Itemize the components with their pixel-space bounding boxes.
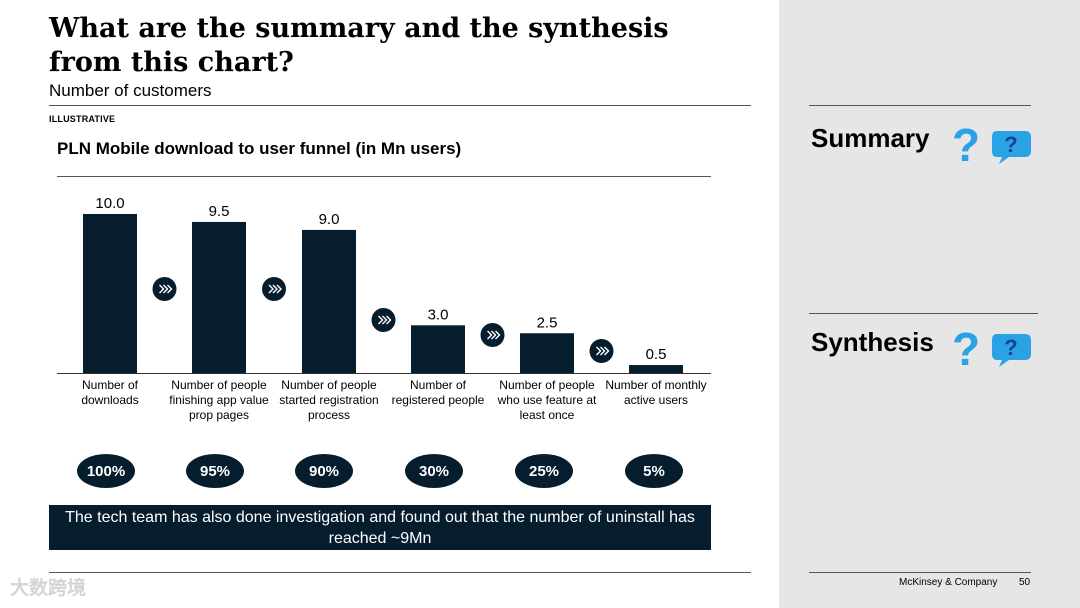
bottom-right-divider [809,572,1031,573]
illustrative-tag: ILLUSTRATIVE [49,114,116,124]
synthesis-heading: Synthesis [811,327,934,357]
right-panel [779,0,1080,608]
right-top-divider [809,105,1031,106]
chevron-arrow-icon-4 [480,323,505,347]
bar-value-label-3: 9.0 [319,211,340,228]
watermark-logo: 大数跨境 [10,573,86,600]
bar-value-label-2: 9.5 [209,203,230,220]
chart-title-divider [57,176,711,177]
watermark-text: 大数跨境 [10,578,87,599]
footer-brand: McKinsey & Company [899,577,998,588]
category-label-1: Number of downloads [81,378,139,407]
category-label-4: Number of registered people [391,378,485,407]
percentage-badge-6: 5% [625,454,683,488]
funnel-chart: 10.0 9.5 9.0 3.0 2.5 0.5 [57,195,711,374]
percentage-badge-5: 25% [515,454,573,488]
callout-box: The tech team has also done investigatio… [49,505,711,550]
bar-value-label-1: 10.0 [95,195,124,212]
chevron-arrow-icon-5 [589,339,614,363]
category-label-6: Number of monthly active users [605,378,707,407]
summary-speech-bubble-question-icon: ? [992,131,1031,164]
bar-value-label-5: 2.5 [537,314,558,331]
bar-value-label-4: 3.0 [428,306,449,323]
bar-5 [520,333,574,373]
category-label-5: Number of people who use feature at leas… [497,378,597,422]
percentage-badge-2: 95% [186,454,244,488]
bar-1 [83,214,137,373]
svg-text:?: ? [1004,335,1017,360]
summary-question-mark-icon: ? [952,119,981,171]
synthesis-speech-bubble-question-icon: ? [992,334,1031,367]
bar-2 [192,221,246,373]
chart-title: PLN Mobile download to user funnel (in M… [57,139,462,158]
category-label-3: Number of people started registration pr… [279,378,379,422]
chevron-arrow-icon-1 [152,277,177,301]
bottom-left-divider [49,572,751,573]
page-title: What are the summary and the synthesis f… [49,13,669,78]
bar-6 [629,365,683,373]
bar-4 [411,325,465,373]
summary-heading: Summary [811,123,930,153]
right-middle-divider [809,313,1038,314]
category-label-2: Number of people finishing app value pro… [169,378,269,422]
page-subtitle: Number of customers [49,81,212,100]
chevron-arrow-icon-2 [262,277,286,301]
title-divider [49,105,751,106]
bar-value-label-6: 0.5 [646,346,667,363]
bar-3 [302,229,356,373]
synthesis-question-mark-icon: ? [952,323,981,375]
percentage-badge-1: 100% [77,454,135,488]
svg-text:?: ? [1004,132,1017,157]
chevron-arrow-icon-3 [371,308,396,332]
percentage-badge-3: 90% [295,454,353,488]
callout-text: The tech team has also done investigatio… [65,508,695,547]
percentage-badge-4: 30% [405,454,463,488]
page-number: 50 [1019,577,1031,588]
